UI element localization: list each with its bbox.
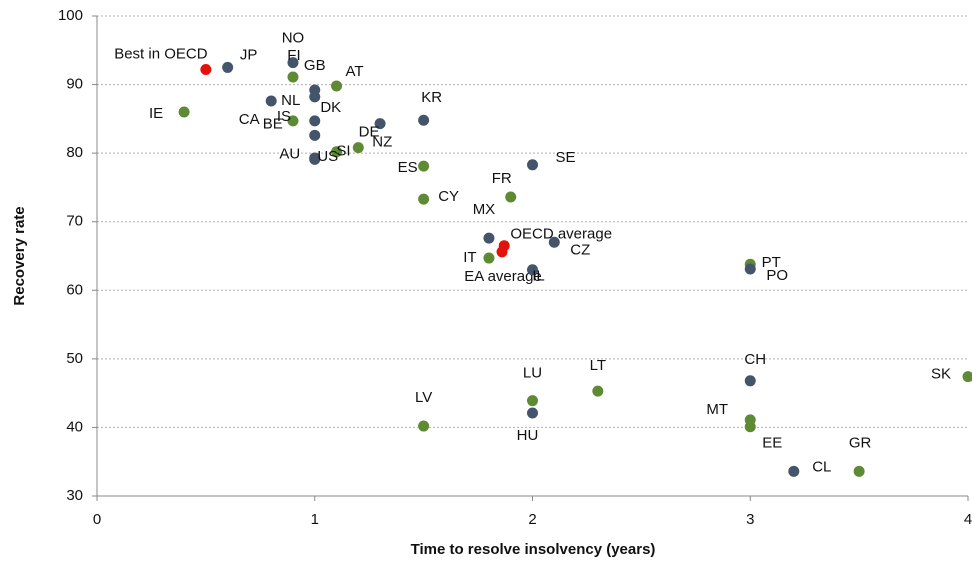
point: [527, 395, 538, 406]
point: [549, 237, 560, 248]
point-label: US: [317, 148, 338, 165]
x-tick-label: 0: [93, 511, 101, 528]
point-label: SK: [931, 366, 951, 383]
point-label: SE: [555, 149, 575, 166]
point-label: LT: [590, 357, 606, 374]
point: [592, 386, 603, 397]
point-label: KR: [421, 89, 442, 106]
y-tick-label: 70: [66, 213, 83, 230]
point-label: NL: [281, 92, 300, 109]
point: [483, 233, 494, 244]
point-label: OECD average: [510, 226, 612, 243]
x-tick-label: 2: [528, 511, 536, 528]
point-label: FR: [492, 170, 512, 187]
point-label: GB: [304, 57, 326, 74]
point-label: AU: [279, 145, 300, 162]
point: [418, 115, 429, 126]
point: [179, 107, 190, 118]
point: [287, 72, 298, 83]
point-label: IE: [149, 105, 163, 122]
point-label: NZ: [372, 134, 392, 151]
point-label: AT: [345, 63, 363, 80]
point-label: Best in OECD: [114, 45, 208, 62]
point-label: HU: [517, 427, 539, 444]
point: [222, 62, 233, 73]
point: [745, 264, 756, 275]
point-label: LV: [415, 389, 432, 406]
x-tick-label: 3: [746, 511, 754, 528]
point-label: NO: [282, 30, 305, 47]
point-label: CA: [239, 111, 260, 128]
point: [200, 64, 211, 75]
point: [745, 421, 756, 432]
point-label: JP: [240, 46, 258, 63]
point: [527, 408, 538, 419]
point: [745, 375, 756, 386]
point-label: DK: [320, 99, 341, 116]
point: [505, 192, 516, 203]
y-tick-label: 40: [66, 418, 83, 435]
point-label: MT: [706, 401, 728, 418]
point-label: CZ: [570, 241, 590, 258]
point: [497, 246, 508, 257]
y-tick-label: 50: [66, 350, 83, 367]
point: [266, 96, 277, 107]
point-label: GR: [849, 434, 872, 451]
point-label: CL: [812, 458, 831, 475]
point: [309, 130, 320, 141]
y-tick-label: 60: [66, 281, 83, 298]
point: [418, 161, 429, 172]
point: [353, 142, 364, 153]
x-tick-label: 1: [311, 511, 319, 528]
point: [331, 80, 342, 91]
point-label: CY: [438, 188, 459, 205]
y-tick-label: 30: [66, 487, 83, 504]
point: [309, 91, 320, 102]
y-axis-title: Recovery rate: [11, 206, 28, 305]
point-label: ES: [398, 159, 418, 176]
point: [854, 466, 865, 477]
y-tick-label: 80: [66, 144, 83, 161]
point: [483, 253, 494, 264]
point: [788, 466, 799, 477]
point-label: MX: [473, 201, 496, 218]
point-label: CH: [744, 351, 766, 368]
point-label: PO: [766, 267, 788, 284]
point-label: FI: [287, 47, 300, 64]
point-label: SI: [336, 143, 350, 160]
point-label: IT: [463, 249, 476, 266]
y-tick-label: 90: [66, 76, 83, 93]
point-label: LU: [523, 365, 542, 382]
point: [418, 421, 429, 432]
point: [309, 115, 320, 126]
x-axis-title: Time to resolve insolvency (years): [411, 541, 656, 558]
point-label: EE: [762, 435, 782, 452]
point: [963, 371, 972, 382]
point: [418, 194, 429, 205]
point-label: BE: [263, 115, 283, 132]
y-tick-label: 100: [58, 7, 83, 24]
point-label: IL: [532, 268, 545, 285]
point: [527, 159, 538, 170]
x-tick-label: 4: [964, 511, 972, 528]
